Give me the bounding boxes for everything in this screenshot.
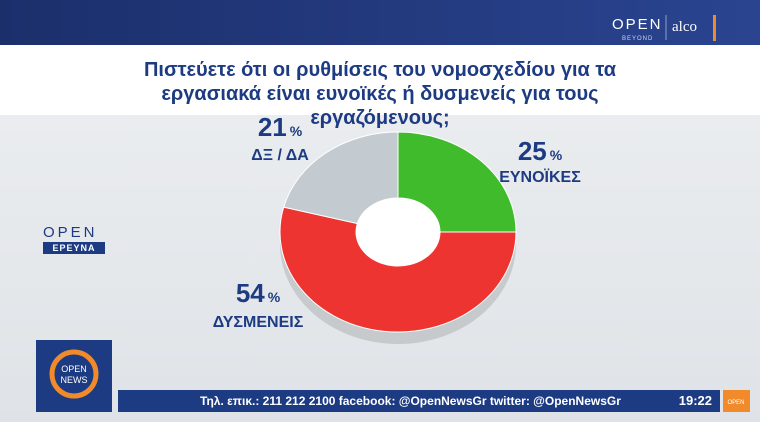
value-unit: % xyxy=(268,289,281,305)
ticker-text: Τηλ. επικ.: 211 212 2100 facebook: @Open… xyxy=(200,394,621,408)
side-logo: OPEN xyxy=(43,224,98,241)
value-label: 54% xyxy=(236,278,281,308)
small-logo: OPEN xyxy=(727,400,744,406)
top-logo-sub: BEYOND xyxy=(622,36,653,42)
title-box xyxy=(0,45,760,115)
slice xyxy=(279,206,517,333)
value-number: 54 xyxy=(236,278,265,308)
partner-logo: alco xyxy=(672,19,697,35)
value-unit: % xyxy=(550,147,563,163)
value-unit: % xyxy=(290,123,303,139)
value-number: 21 xyxy=(258,112,287,142)
side-logo-band xyxy=(43,242,105,254)
small-logo-box xyxy=(723,390,750,412)
corner-logo-sub: NEWS xyxy=(61,375,88,385)
ticker-bar xyxy=(118,390,720,412)
category-label: ΕΥΝΟΪΚΕΣ xyxy=(499,168,581,186)
top-logo: OPEN xyxy=(612,16,663,33)
clock: 19:22 xyxy=(679,393,712,408)
category-label: ΔΥΣΜΕΝΕΙΣ xyxy=(213,314,304,331)
value-number: 25 xyxy=(518,136,547,166)
category-label: ΔΞ / ΔΑ xyxy=(251,147,309,164)
accent xyxy=(713,15,716,41)
top-bar xyxy=(0,0,760,45)
value-label: 25% xyxy=(518,136,563,166)
corner-logo-ring xyxy=(49,349,99,399)
value-label: 21% xyxy=(258,112,303,142)
corner-logo: OPEN xyxy=(61,364,87,374)
chart-title: Πιστεύετε ότι οι ρυθμίσεις του νομοσχεδί… xyxy=(143,59,617,129)
donut-hole xyxy=(356,198,440,266)
side-logo-sub: ΕΡΕΥΝΑ xyxy=(52,243,95,253)
